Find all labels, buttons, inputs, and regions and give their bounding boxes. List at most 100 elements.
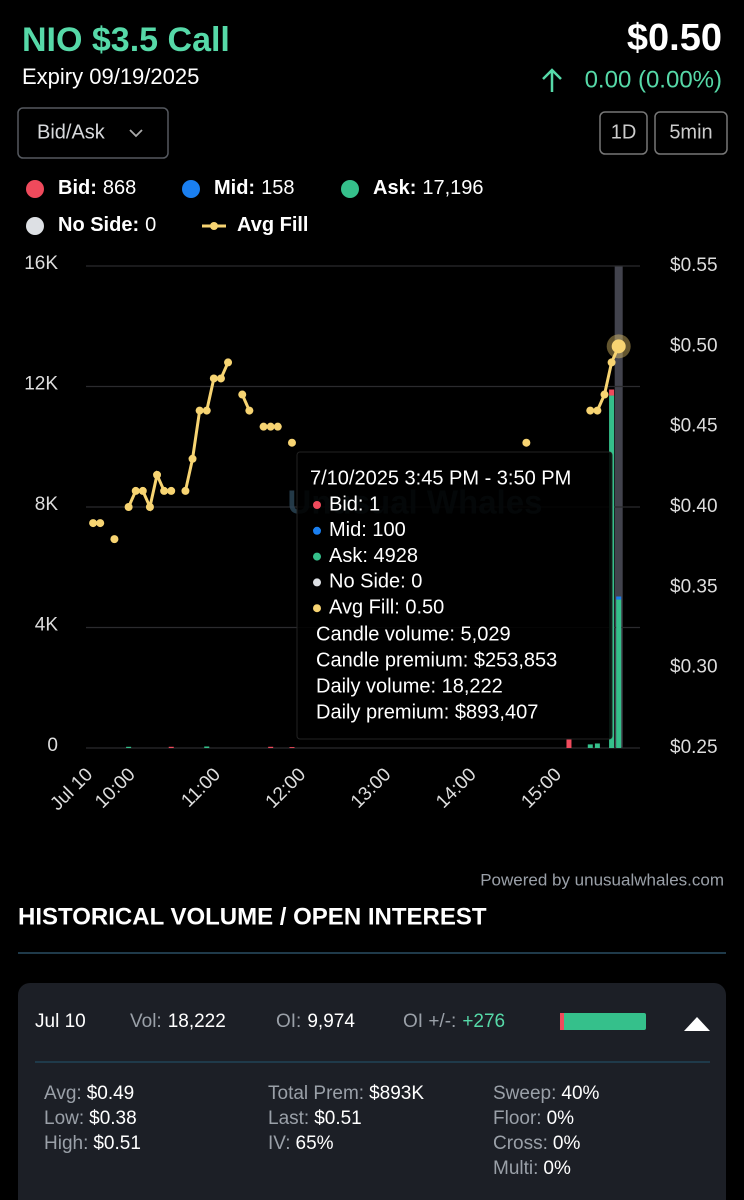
legend-total: 0	[145, 214, 156, 236]
row-oi-change: OI +/-: +276	[403, 1011, 505, 1032]
avg-fill-point	[600, 390, 609, 399]
label: OI:	[276, 1011, 301, 1032]
avg-fill-point	[216, 374, 225, 383]
y-tick-label: 0	[47, 735, 58, 756]
legend-swatch	[182, 180, 200, 198]
side-bar-bid	[560, 1013, 564, 1030]
powered-by: Powered by unusualwhales.com	[480, 870, 724, 889]
detail-label: IV:	[268, 1133, 291, 1154]
detail-value: $893K	[369, 1083, 424, 1104]
section-rule	[18, 952, 726, 954]
avg-fill-point	[153, 470, 162, 479]
chart: 0 4K 8K 12K 16K $0.25 $0.30 $0.35 $0.40 $0.45 $0.5…	[24, 253, 717, 815]
label: OI +/-:	[403, 1011, 456, 1032]
tooltip-dot	[313, 501, 321, 509]
y2-tick-label: $0.35	[670, 576, 718, 597]
legend-name: No Side:	[58, 214, 139, 236]
interval-box[interactable]	[654, 111, 728, 155]
y2-tick-label: $0.50	[670, 335, 718, 356]
tooltip-item: Avg Fill: 0.50	[329, 596, 444, 618]
legend-name: Avg Fill	[237, 214, 308, 236]
detail-value: $0.38	[89, 1108, 137, 1129]
tooltip-total: Candle volume: 5,029	[316, 623, 511, 645]
avg-fill-point	[160, 486, 169, 495]
collapse-toggle[interactable]	[684, 1017, 710, 1031]
detail-label: Total Prem:	[268, 1083, 364, 1104]
y2-tick-label: $0.40	[670, 496, 718, 517]
dropdown-box[interactable]	[17, 107, 169, 159]
y2-tick-label: $0.45	[670, 416, 718, 437]
avg-fill-point	[110, 535, 119, 544]
dropdown-label[interactable]: Bid/Ask	[37, 121, 106, 143]
avg-fill-point	[593, 406, 602, 415]
avg-fill-point	[259, 422, 268, 431]
tooltip-dot	[313, 552, 321, 561]
dropdown[interactable]: Bid/Ask	[17, 107, 169, 159]
range-button[interactable]: 1D	[599, 111, 648, 155]
avg-fill-point	[195, 406, 204, 415]
volume-bar	[566, 738, 572, 748]
legend-entry: Bid: 868	[58, 177, 136, 199]
avg-fill-point	[145, 503, 154, 511]
label: Vol:	[130, 1011, 162, 1032]
legend-entry: Avg Fill	[237, 214, 308, 236]
tooltip-item: No Side: 0	[329, 571, 422, 593]
row-oi: OI: 9,974	[276, 1011, 355, 1032]
detail-value: $0.49	[87, 1083, 135, 1104]
tooltip-box	[296, 451, 613, 740]
row-rule	[35, 1061, 710, 1063]
legend: Bid: 868 Mid: 158 Ask: 17,196 No Side: 0 Avg Fil…	[26, 177, 484, 236]
legend-swatch	[26, 217, 44, 235]
detail-value: $0.51	[93, 1133, 141, 1154]
price-change: 0.00 (0.00%)	[585, 66, 722, 93]
volume-bar	[616, 599, 622, 748]
detail-value: 0%	[553, 1133, 581, 1154]
detail-value: $0.51	[314, 1108, 362, 1129]
avg-fill-point	[209, 374, 218, 383]
y2-tick-label: $0.25	[670, 737, 718, 758]
avg-fill-point	[245, 406, 254, 415]
range-label[interactable]: 1D	[611, 121, 637, 143]
y2-tick-label: $0.30	[670, 657, 718, 678]
range-box[interactable]	[599, 111, 648, 155]
interval-label[interactable]: 5min	[669, 121, 712, 143]
volume-bar	[587, 744, 593, 748]
detail: Low: $0.38	[44, 1108, 137, 1129]
legend-total: 158	[261, 177, 294, 199]
interval-button[interactable]: 5min	[654, 111, 728, 155]
detail: Avg: $0.49	[44, 1083, 134, 1104]
avg-fill-point	[89, 519, 98, 528]
legend-total: 868	[103, 177, 136, 199]
detail-label: Low:	[44, 1108, 84, 1129]
detail: IV: 65%	[268, 1133, 334, 1154]
legend-swatch	[26, 180, 44, 198]
tooltip-total: Daily premium: $893,407	[316, 701, 538, 723]
legend-entry: Ask: 17,196	[373, 177, 484, 199]
tooltip: 7/10/2025 3:45 PM - 3:50 PM Bid: 1 Mid: 10…	[296, 451, 613, 740]
volume-bar	[204, 746, 210, 748]
detail: Last: $0.51	[268, 1108, 362, 1129]
avg-fill-point	[287, 438, 296, 447]
tooltip-item: Mid: 100	[329, 519, 406, 541]
tooltip-dot	[313, 604, 321, 613]
tooltip-total: Candle premium: $253,853	[316, 649, 557, 671]
legend-name: Bid:	[58, 177, 97, 199]
tooltip-dot	[313, 526, 321, 535]
avg-fill-point	[273, 422, 282, 431]
detail-value: 0%	[547, 1108, 575, 1129]
price: $0.50	[627, 17, 722, 59]
detail: High: $0.51	[44, 1133, 141, 1154]
tooltip-item: Ask: 4928	[329, 545, 418, 567]
volume-bar	[609, 389, 615, 396]
value: +276	[462, 1011, 505, 1032]
expiry: Expiry 09/19/2025	[22, 64, 199, 89]
side-bar	[560, 1013, 646, 1030]
detail: Cross: 0%	[493, 1133, 580, 1154]
chevron[interactable]	[129, 129, 143, 138]
history-card	[18, 983, 726, 1200]
up-arrow	[542, 68, 562, 92]
row-date: Jul 10	[35, 1011, 86, 1032]
avg-fill-point	[181, 486, 190, 495]
